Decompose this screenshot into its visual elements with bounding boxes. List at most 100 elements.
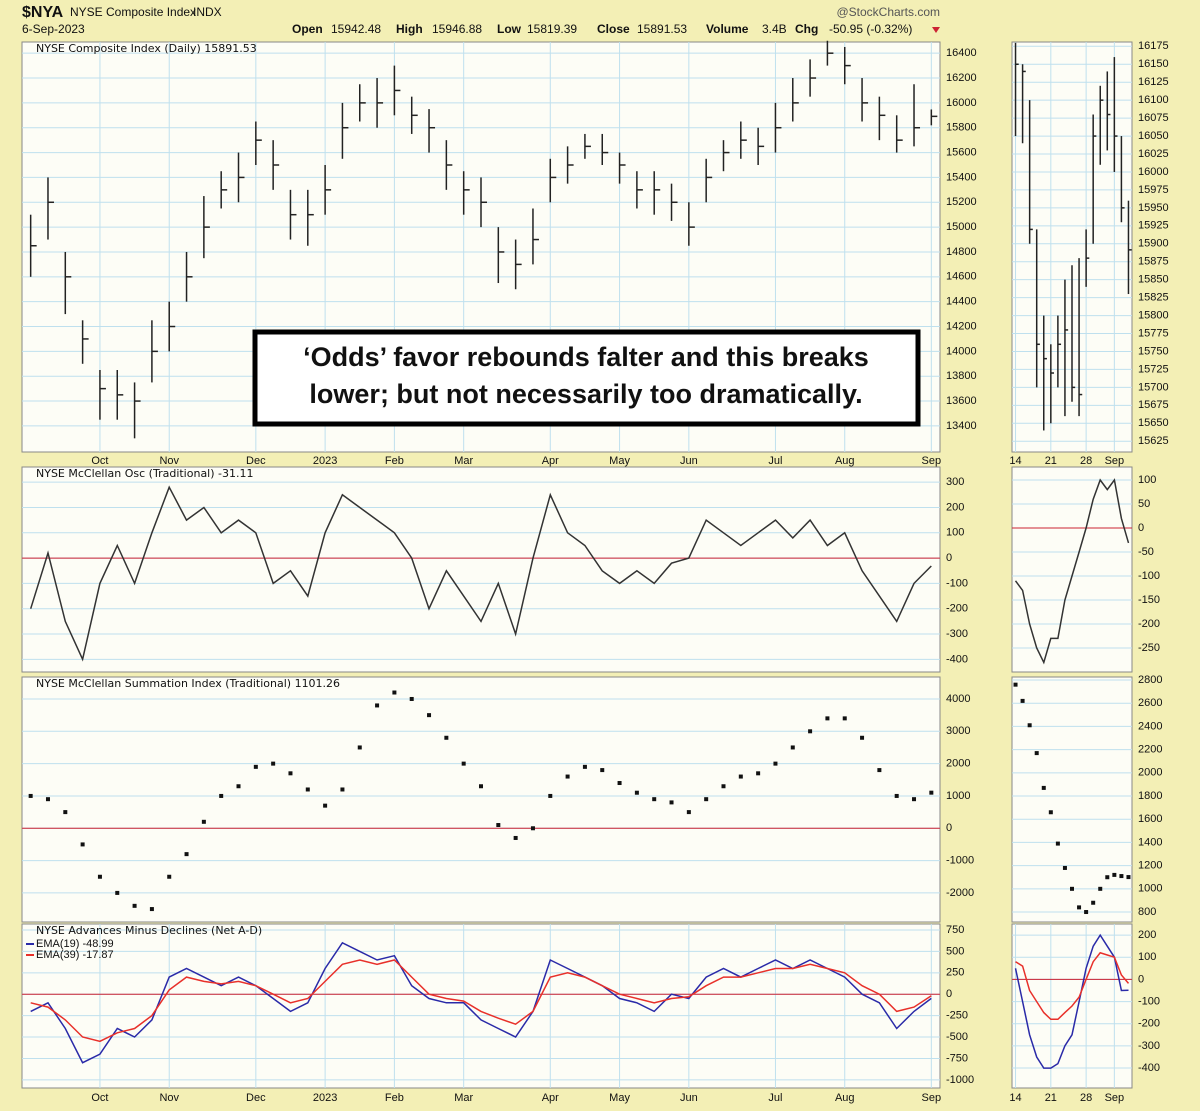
y-tick-label: 15975	[1138, 184, 1169, 196]
y-tick-label: -400	[1138, 1062, 1160, 1074]
high-label: High	[396, 22, 423, 36]
y-tick-label: 16025	[1138, 148, 1169, 160]
y-tick-label: 15825	[1138, 292, 1169, 304]
y-tick-label: 16150	[1138, 58, 1169, 70]
y-tick-label: -200	[1138, 1018, 1160, 1030]
y-tick-label: 3000	[946, 725, 970, 737]
y-tick-label: 15875	[1138, 256, 1169, 268]
y-tick-label: 0	[1138, 522, 1144, 534]
x-tick-label: Oct	[91, 1092, 108, 1104]
x-tick-label: Sep	[922, 455, 942, 467]
y-tick-label: -1000	[946, 1074, 974, 1086]
x-tick-label: Feb	[385, 455, 404, 467]
y-tick-label: 100	[946, 527, 964, 539]
dot	[479, 784, 483, 789]
dot	[1084, 910, 1089, 915]
x-tick-label: Dec	[246, 455, 266, 467]
x-tick-label: 2023	[313, 455, 337, 467]
volume: 3.4B	[762, 22, 787, 36]
panel	[21, 676, 941, 923]
dot	[305, 787, 310, 792]
dot	[912, 797, 917, 802]
y-tick-label: 15800	[946, 122, 977, 134]
dot	[1041, 785, 1046, 790]
y-tick-label: -250	[946, 1010, 968, 1022]
symbol: $NYA	[22, 4, 64, 21]
x-tick-label: Sep	[1105, 455, 1125, 467]
dot	[167, 874, 172, 879]
close-label: Close	[597, 22, 630, 36]
dot	[634, 790, 639, 795]
panel-title: NYSE Composite Index (Daily) 15891.53	[36, 42, 257, 55]
y-tick-label: -100	[946, 577, 968, 589]
dot	[1070, 886, 1074, 891]
header: $NYA NYSE Composite Index INDX @StockCha…	[22, 4, 940, 36]
dot	[1112, 872, 1117, 877]
dot	[1048, 810, 1053, 815]
x-tick-label: Dec	[246, 1092, 266, 1104]
dot	[253, 764, 258, 769]
y-tick-label: 16175	[1138, 40, 1169, 52]
y-tick-label: 50	[1138, 498, 1150, 510]
dot	[219, 793, 224, 798]
dot	[877, 768, 882, 773]
annotation-line: ‘Odds’ favor rebounds falter and this br…	[303, 342, 869, 372]
x-tick-label: Jun	[680, 1092, 698, 1104]
y-tick-label: 2000	[946, 758, 970, 770]
exchange: INDX	[193, 5, 222, 19]
y-tick-label: -150	[1138, 594, 1160, 606]
dot	[63, 810, 68, 815]
panel-title: NYSE McClellan Osc (Traditional) -31.11	[36, 467, 254, 480]
dot	[184, 852, 189, 857]
dot	[721, 784, 726, 789]
y-tick-label: -100	[1138, 995, 1160, 1007]
y-tick-label: 15700	[1138, 381, 1169, 393]
y-tick-label: 13800	[946, 370, 977, 382]
dot	[1062, 865, 1067, 870]
series-line	[1014, 478, 1130, 665]
y-tick-label: 2400	[1138, 720, 1162, 732]
x-tick-label: Nov	[159, 455, 179, 467]
y-tick-label: 15850	[1138, 274, 1169, 286]
dot	[375, 703, 380, 708]
dot	[1126, 875, 1131, 880]
plots: 1340013600138001400014200144001460014800…	[21, 40, 1169, 1104]
dot	[652, 797, 657, 802]
y-tick-label: 16125	[1138, 76, 1169, 88]
x-tick-label: 21	[1045, 455, 1057, 467]
y-tick-label: 2600	[1138, 697, 1162, 709]
y-tick-label: 750	[946, 924, 964, 936]
y-tick-label: 1800	[1138, 790, 1162, 802]
dot	[149, 907, 154, 912]
dot	[427, 713, 432, 718]
dot	[288, 771, 293, 776]
date: 6-Sep-2023	[22, 22, 85, 36]
dot	[1091, 900, 1096, 905]
panel	[1011, 676, 1133, 923]
y-tick-label: 14200	[946, 320, 977, 332]
y-tick-label: -400	[946, 653, 968, 665]
dot	[115, 890, 120, 895]
legend-label: EMA(39) -17.87	[36, 949, 114, 961]
panel	[21, 466, 941, 673]
dot	[548, 793, 553, 798]
x-tick-label: Mar	[454, 1092, 473, 1104]
y-tick-label: 15675	[1138, 399, 1169, 411]
y-tick-label: 100	[1138, 474, 1156, 486]
dot	[669, 800, 674, 805]
y-tick-label: 15950	[1138, 202, 1169, 214]
y-tick-label: 2800	[1138, 674, 1162, 686]
dot	[582, 764, 587, 769]
series-line	[30, 941, 932, 1064]
y-tick-label: -300	[1138, 1040, 1160, 1052]
dot	[409, 696, 414, 701]
y-tick-label: 16400	[946, 47, 977, 59]
y-tick-label: -750	[946, 1052, 968, 1064]
dot	[1034, 751, 1039, 756]
dot	[28, 793, 33, 798]
y-tick-label: -2000	[946, 887, 974, 899]
y-tick-label: 16000	[946, 97, 977, 109]
y-tick-label: 0	[946, 988, 952, 1000]
dot	[444, 735, 449, 740]
open-label: Open	[292, 22, 323, 36]
